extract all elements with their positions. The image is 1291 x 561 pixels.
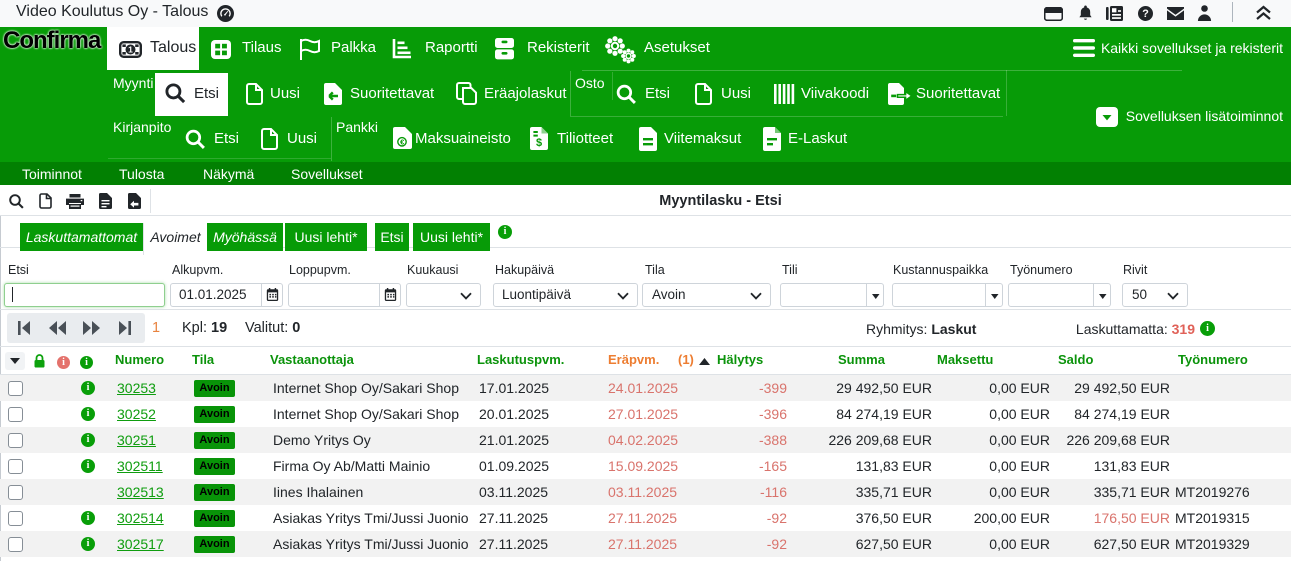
svg-text:$: $ (536, 137, 542, 149)
svg-text:1: 1 (128, 44, 133, 54)
svg-text:?: ? (1142, 8, 1149, 20)
svg-text:€: € (400, 138, 405, 147)
